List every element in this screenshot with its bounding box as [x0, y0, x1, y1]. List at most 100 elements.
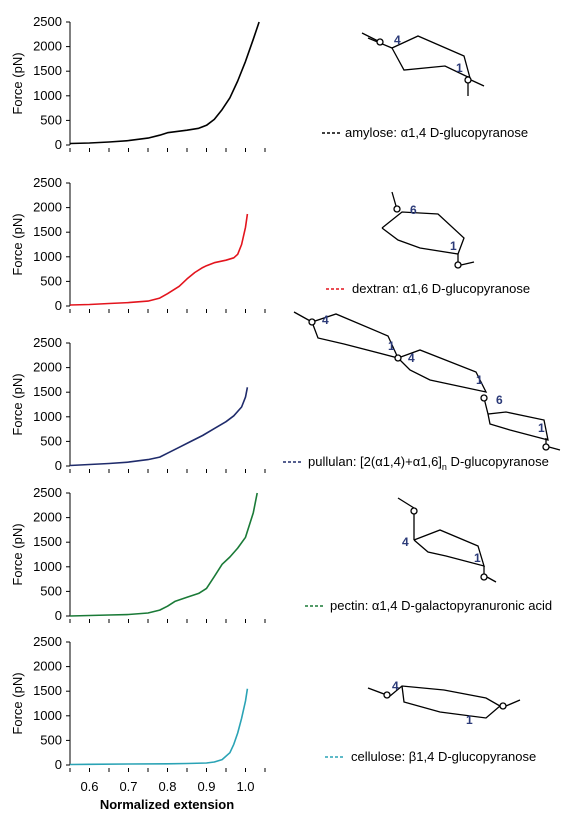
y-axis-title-amylose: Force (pN): [10, 52, 25, 114]
structure-amylose-label-4: 4: [394, 33, 401, 47]
y-tick-label-cellulose: 2500: [33, 634, 62, 649]
plots-column: 2500 2000 1500 1000 500 0 Force (pN) 2500 2000 15…: [10, 14, 266, 812]
y-tick-label-dextran: 500: [40, 273, 62, 288]
structure-dextran-label-6: 6: [410, 203, 417, 217]
x-tick-label: 1.0: [236, 779, 254, 794]
structure-dextran-link-top: [391, 191, 397, 207]
x-tick-label: 0.9: [197, 779, 215, 794]
series-line-dextran: [69, 213, 249, 306]
x-axis-title: Normalized extension: [100, 797, 234, 812]
structure-pectin: 4 1: [397, 497, 497, 583]
legend-pullulan-sub: n: [442, 462, 447, 472]
structure-pullulan-label-4a: 4: [322, 313, 329, 327]
y-tick-label-dextran: 1000: [33, 249, 62, 264]
structure-dextran-ring: [381, 211, 465, 255]
legend-pectin: pectin: α1,4 D-galactopyranuronic acid: [305, 598, 552, 613]
y-tick-label-dextran: 2000: [33, 200, 62, 215]
y-tick-label-amylose: 0: [55, 137, 62, 152]
legend-label-amylose: amylose: α1,4 D-glucopyranose: [345, 125, 528, 140]
y-axis-title-pullulan: Force (pN): [10, 373, 25, 435]
structure-cellulose-ring: [389, 685, 502, 719]
y-tick-label-pullulan: 0: [55, 458, 62, 473]
structure-pectin-oxygen-bottom: [480, 573, 488, 581]
y-tick-label-cellulose: 0: [55, 757, 62, 772]
y-tick-label-pullulan: 2500: [33, 335, 62, 350]
structure-dextran-oxygen-top: [393, 205, 401, 213]
y-tick-label-cellulose: 1500: [33, 683, 62, 698]
panel-cellulose: 2500 2000 1500 1000 500 0 Force (pN) 0.6 0.7 0.8 0…: [10, 634, 266, 812]
structure-amylose-ring: [367, 35, 472, 80]
structure-amylose-label-1: 1: [456, 61, 463, 75]
structure-cellulose-oxygen-right: [499, 702, 507, 710]
structure-pullulan-tail: [548, 446, 561, 451]
series-line-pectin: [69, 492, 258, 617]
structure-cellulose-label-4: 4: [392, 679, 399, 693]
structure-dextran-label-1: 1: [450, 239, 457, 253]
y-axis-title-dextran: Force (pN): [10, 213, 25, 275]
y-tick-label-pectin: 2500: [33, 485, 62, 500]
legend-amylose: amylose: α1,4 D-glucopyranose: [322, 125, 528, 140]
y-tick-label-pectin: 1500: [33, 534, 62, 549]
y-tick-label-pullulan: 500: [40, 433, 62, 448]
y-tick-label-pectin: 2000: [33, 510, 62, 525]
structure-pullulan-ring1: [293, 311, 400, 359]
legend-pullulan-main: pullulan: [2(α1,4)+α1,6]: [308, 454, 442, 469]
structure-pullulan-oxygen3: [480, 394, 488, 402]
y-tick-label-pullulan: 1500: [33, 384, 62, 399]
structure-pectin-link-top: [397, 497, 415, 509]
y-tick-label-pullulan: 2000: [33, 360, 62, 375]
y-tick-label-pectin: 500: [40, 583, 62, 598]
legend-pullulan-suffix: D-glucopyranose: [447, 454, 549, 469]
structure-pullulan-oxygen4: [542, 443, 550, 451]
structure-pullulan-label-1a: 1: [388, 339, 395, 353]
structure-pullulan-label-1c: 1: [538, 421, 545, 435]
y-tick-label-amylose: 1000: [33, 88, 62, 103]
legend-dextran: dextran: α1,6 D-glucopyranose: [326, 281, 530, 296]
structure-dextran: 6 1: [381, 191, 475, 269]
structure-dextran-oxygen-bottom: [454, 261, 462, 269]
y-tick-label-cellulose: 2000: [33, 659, 62, 674]
y-tick-label-amylose: 2500: [33, 14, 62, 29]
structure-pullulan-label-6: 6: [496, 393, 503, 407]
structure-amylose-tail: [470, 79, 485, 87]
legend-pullulan: pullulan: [2(α1,4)+α1,6]n D-glucopyranos…: [283, 454, 549, 472]
panel-pectin: 2500 2000 1500 1000 500 0 Force (pN): [10, 485, 266, 623]
legend-label-pullulan: pullulan: [2(α1,4)+α1,6]n D-glucopyranos…: [308, 454, 549, 472]
y-tick-label-pullulan: 1000: [33, 409, 62, 424]
structure-pectin-label-4: 4: [402, 535, 409, 549]
y-tick-label-amylose: 1500: [33, 63, 62, 78]
y-axis-title-cellulose: Force (pN): [10, 672, 25, 734]
structure-pullulan-ring2: [397, 349, 488, 393]
structure-amylose: 4 1: [361, 32, 485, 96]
y-tick-label-cellulose: 500: [40, 732, 62, 747]
legend-cellulose: cellulose: β1,4 D-glucopyranose: [325, 749, 536, 764]
x-tick-label: 0.8: [158, 779, 176, 794]
structure-cellulose-oxygen-left: [383, 691, 391, 699]
panel-pullulan: 2500 2000 1500 1000 500 0 Force (pN): [10, 335, 266, 473]
legend-label-dextran: dextran: α1,6 D-glucopyranose: [352, 281, 530, 296]
structure-pectin-label-1: 1: [474, 551, 481, 565]
structure-pullulan-oxygen2: [394, 354, 402, 362]
legend-label-cellulose: cellulose: β1,4 D-glucopyranose: [351, 749, 536, 764]
x-tick-label: 0.7: [119, 779, 137, 794]
structure-amylose-oxygen-right: [464, 76, 472, 84]
structure-dextran-tail: [460, 261, 475, 266]
y-tick-label-amylose: 2000: [33, 39, 62, 54]
structure-pullulan-ring3: [483, 397, 549, 441]
structure-amylose-oxygen-left: [376, 38, 384, 46]
panel-dextran: 2500 2000 1500 1000 500 0 Force (pN): [10, 175, 266, 313]
x-tick-label: 0.6: [80, 779, 98, 794]
y-tick-label-dextran: 0: [55, 298, 62, 313]
legend-label-pectin: pectin: α1,4 D-galactopyranuronic acid: [330, 598, 552, 613]
structure-cellulose-label-1: 1: [466, 713, 473, 727]
y-tick-label-dextran: 1500: [33, 224, 62, 239]
y-axis-title-pectin: Force (pN): [10, 523, 25, 585]
series-line-cellulose: [69, 688, 249, 766]
y-tick-label-amylose: 500: [40, 112, 62, 127]
structure-pectin-tail: [486, 576, 497, 583]
structure-pullulan-label-1b: 1: [476, 373, 483, 387]
structure-cellulose-tail: [505, 699, 521, 707]
y-tick-label-cellulose: 1000: [33, 708, 62, 723]
panel-amylose: 2500 2000 1500 1000 500 0 Force (pN): [10, 14, 266, 152]
